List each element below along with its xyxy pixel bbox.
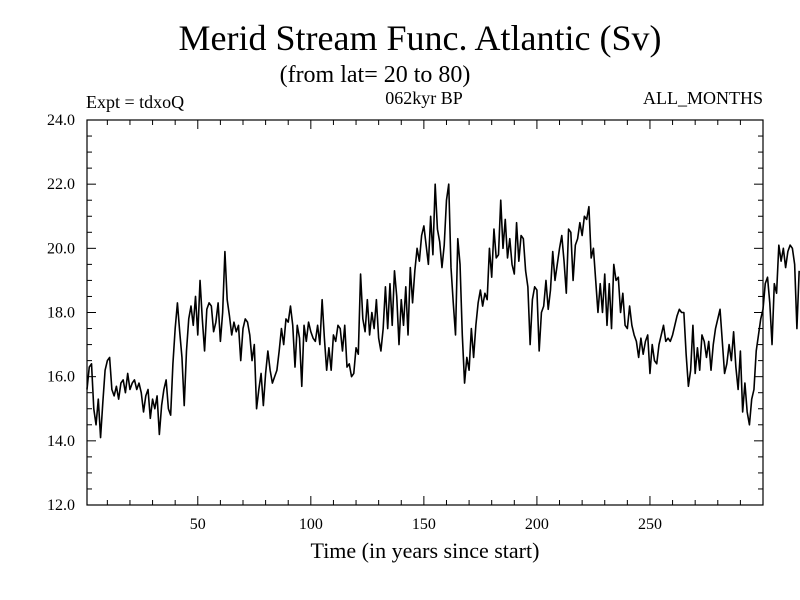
experiment-label: Expt = tdxoQ <box>86 92 184 112</box>
plot-frame <box>86 119 764 506</box>
x-axis-tick-labels: 50 100 150 200 250 <box>190 516 662 533</box>
chart-subtitle: (from lat= 20 to 80) <box>280 62 471 88</box>
months-label: ALL_MONTHS <box>643 88 763 108</box>
y-tick-label: 14.0 <box>47 433 75 450</box>
y-tick-label: 24.0 <box>47 112 75 129</box>
x-tick-label: 100 <box>299 516 323 533</box>
x-axis-ticks <box>106 120 764 505</box>
y-axis-tick-labels: 12.0 14.0 16.0 18.0 20.0 22.0 24.0 <box>47 112 75 514</box>
x-tick-label: 50 <box>190 516 206 533</box>
period-label: 062kyr BP <box>385 88 463 108</box>
y-tick-label: 16.0 <box>47 369 75 386</box>
x-tick-label: 250 <box>638 516 662 533</box>
x-axis-title: Time (in years since start) <box>311 538 540 563</box>
y-tick-label: 22.0 <box>47 176 75 193</box>
x-tick-label: 150 <box>412 516 436 533</box>
y-axis-ticks <box>87 119 763 506</box>
x-tick-label: 200 <box>525 516 549 533</box>
y-tick-label: 18.0 <box>47 305 75 322</box>
chart-title: Merid Stream Func. Atlantic (Sv) <box>179 18 662 58</box>
y-tick-label: 12.0 <box>47 497 75 514</box>
series-line <box>86 183 800 439</box>
y-tick-label: 20.0 <box>47 240 75 257</box>
